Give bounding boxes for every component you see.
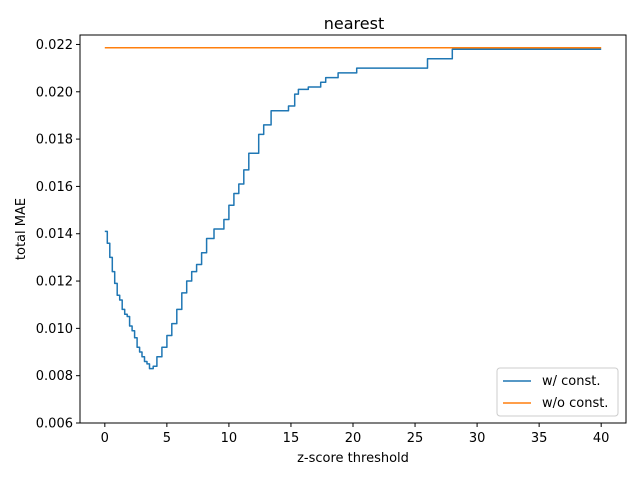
series-line-0 [104,48,602,370]
legend-box [496,367,619,417]
y-tick-label: 0.006 [36,417,73,432]
chart-title: nearest [324,14,384,33]
y-tick-label: 0.020 [36,85,73,100]
x-tick-label: 40 [593,431,610,446]
x-tick-label: 5 [163,431,171,446]
y-tick-label: 0.008 [36,369,73,384]
legend-label-wo-const: w/o const. [542,396,608,411]
x-tick-label: 25 [407,431,424,446]
y-tick-label: 0.014 [36,227,73,242]
x-tick-label: 35 [531,431,548,446]
x-tick-label: 10 [221,431,238,446]
x-axis: 0 5 10 15 20 25 30 35 40 [101,423,610,446]
y-tick-label: 0.010 [36,322,73,337]
x-tick-label: 0 [101,431,109,446]
y-tick-label: 0.016 [36,180,73,195]
x-tick-label: 20 [345,431,362,446]
x-tick-label: 30 [469,431,486,446]
y-axis: 0.006 0.008 0.010 0.012 0.014 0.016 0.018 0.020… [36,38,80,432]
legend-label-w-const: w/ const. [542,374,601,389]
x-axis-label: z-score threshold [297,451,409,466]
x-tick-label: 15 [283,431,300,446]
y-tick-label: 0.022 [36,38,73,53]
y-tick-label: 0.012 [36,275,73,290]
y-axis-label: total MAE [14,198,29,260]
y-tick-label: 0.018 [36,133,73,148]
legend: w/ const. w/o const. [496,367,619,417]
plot-lines [104,47,602,370]
